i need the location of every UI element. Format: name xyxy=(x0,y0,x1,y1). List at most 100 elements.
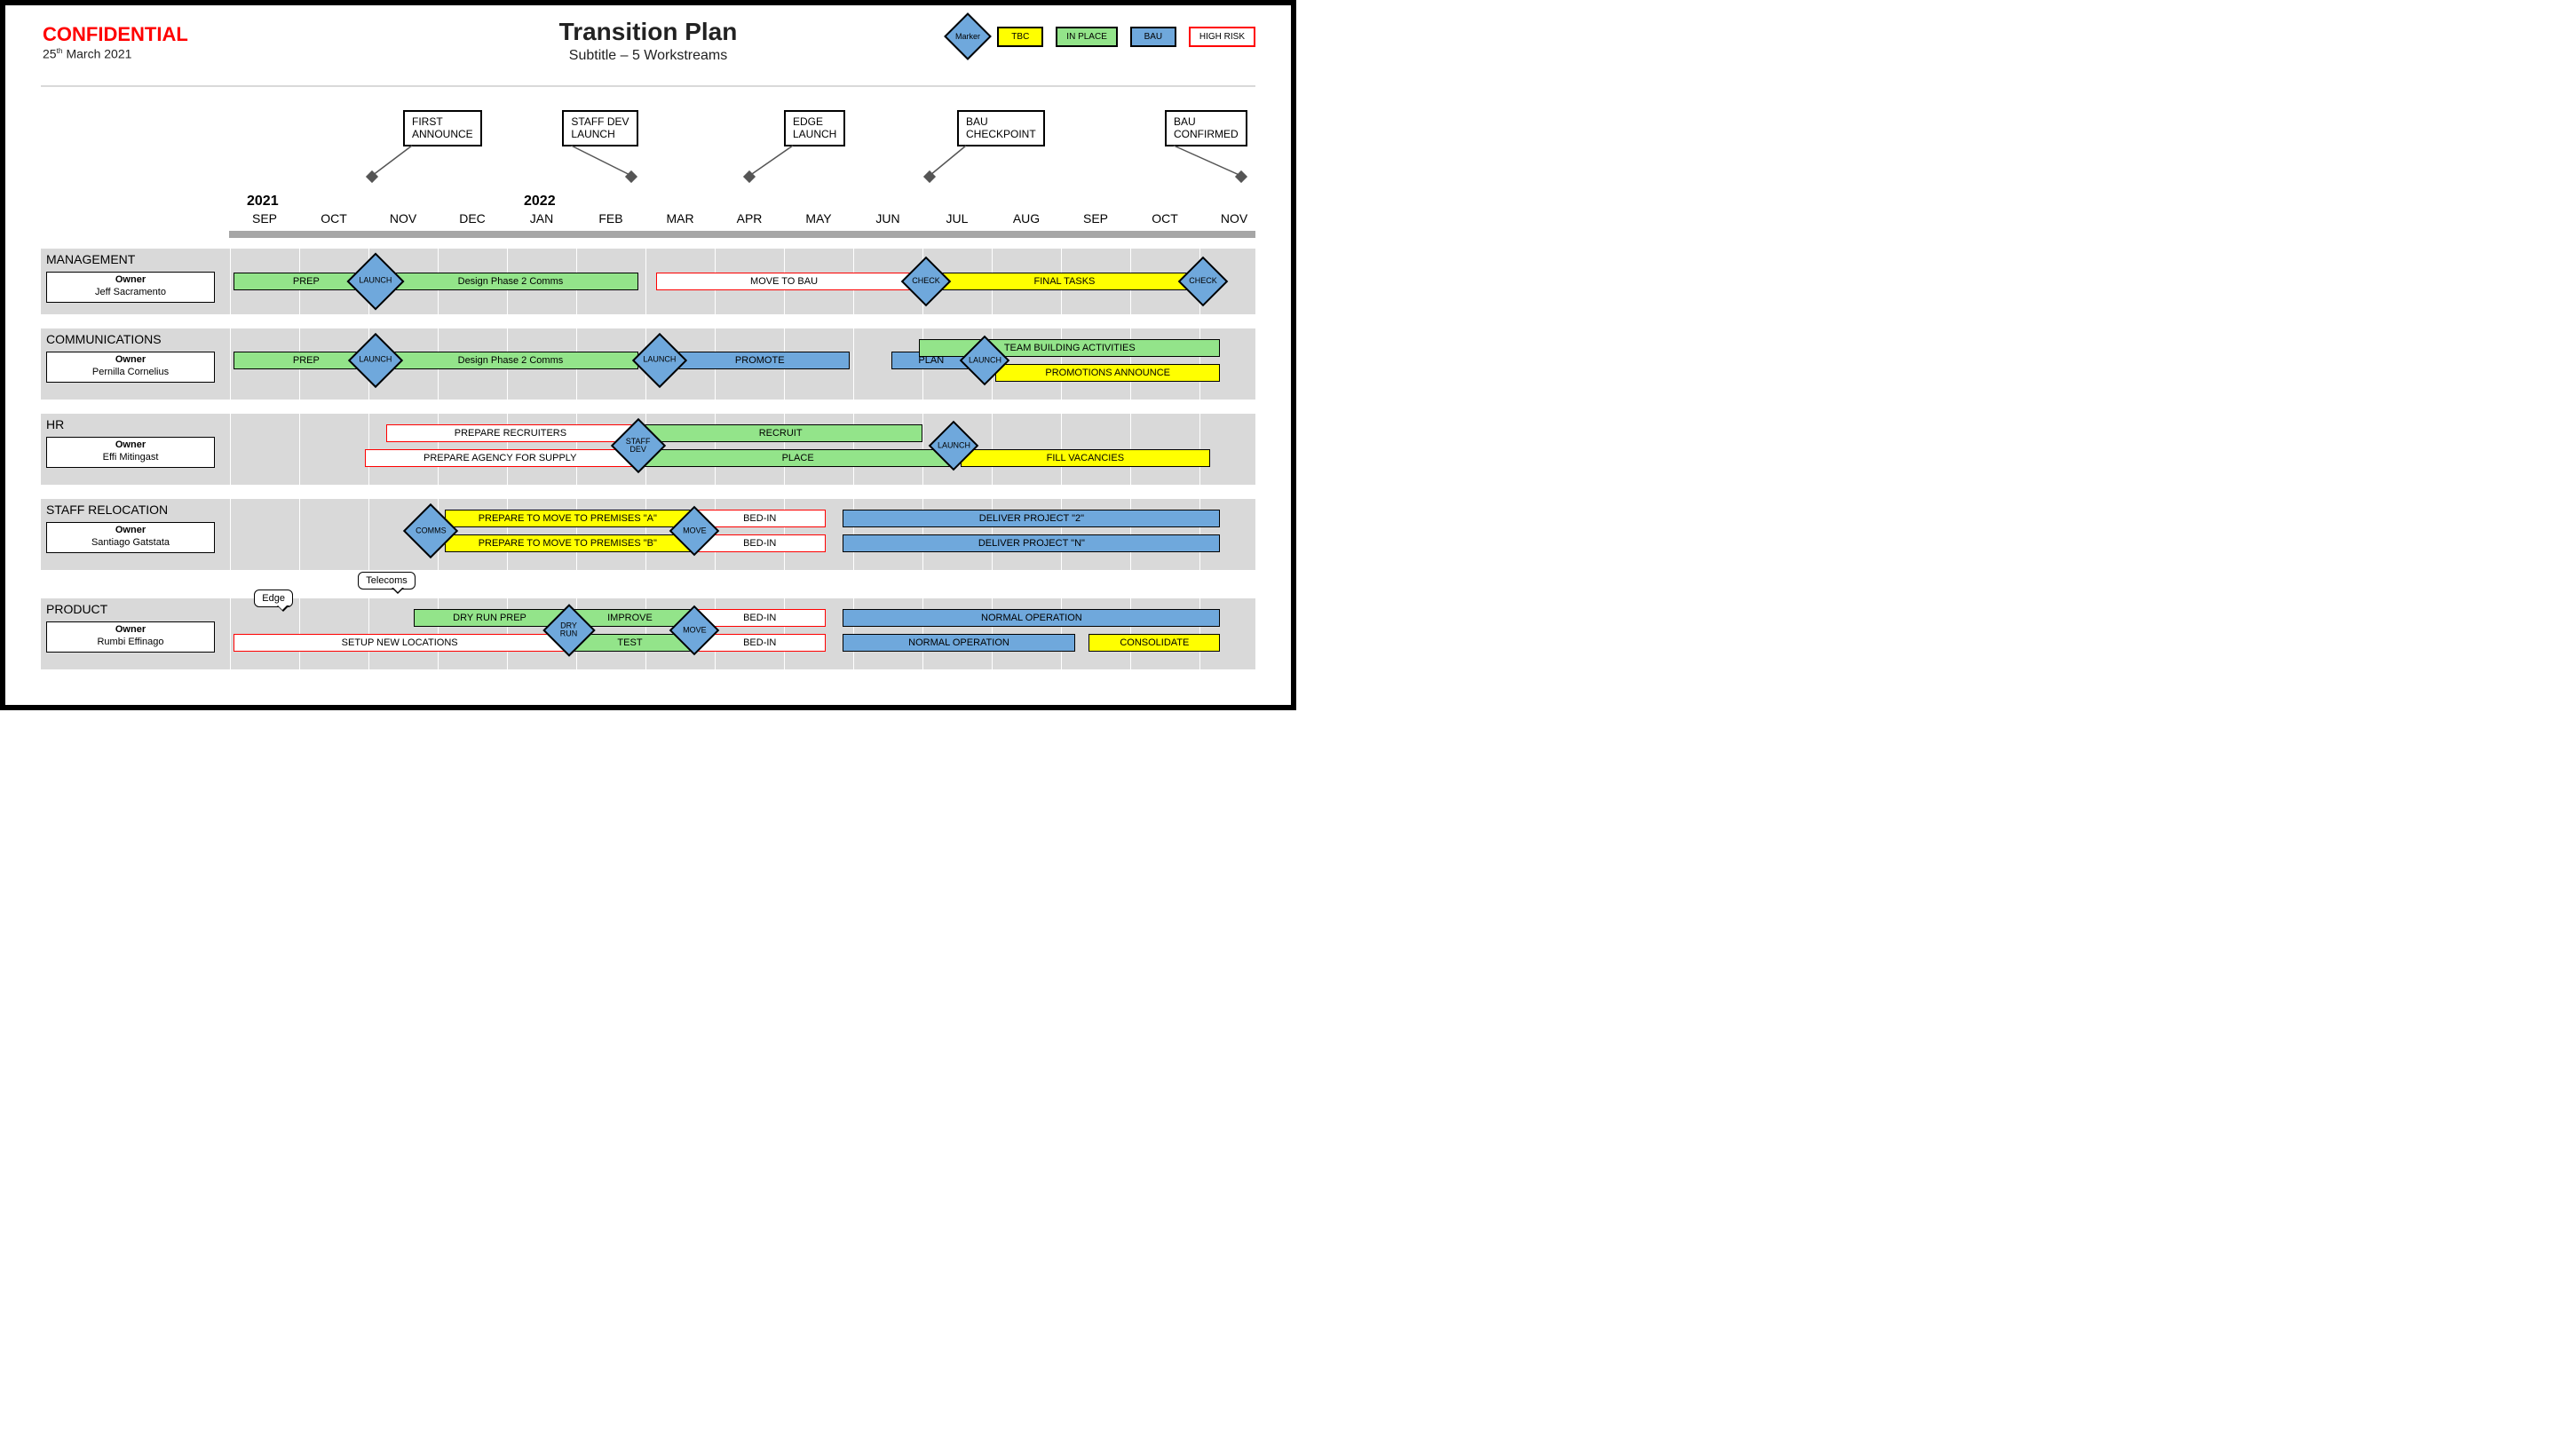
timeline-area: FIRST ANNOUNCESTAFF DEV LAUNCHEDGE LAUNC… xyxy=(229,94,1255,696)
gantt-bar: FINAL TASKS xyxy=(937,273,1193,290)
diamond-label: MOVE xyxy=(682,626,706,634)
gantt-bar: DRY RUN PREP xyxy=(414,609,566,627)
callout-line xyxy=(229,94,1255,183)
annotation-bubble: Telecoms xyxy=(358,572,415,590)
gantt-bar: PREPARE RECRUITERS xyxy=(386,424,636,442)
gridline xyxy=(230,499,231,570)
diamond-label: LAUNCH xyxy=(359,277,392,285)
gantt-bar: DELIVER PROJECT "2" xyxy=(843,510,1220,527)
month-label: OCT xyxy=(321,211,347,226)
month-axis: SEPOCTNOVDECJANFEBMARAPRMAYJUNJULAUGSEPO… xyxy=(229,211,1255,231)
chart-area: FIRST ANNOUNCESTAFF DEV LAUNCHEDGE LAUNC… xyxy=(41,94,1255,696)
workstream-title: MANAGEMENT xyxy=(46,252,135,266)
diamond-label: STAFF DEV xyxy=(626,438,651,455)
month-label: JUL xyxy=(946,211,969,226)
month-label: SEP xyxy=(252,211,277,226)
diamond-label: LAUNCH xyxy=(969,356,1001,364)
owner-box: OwnerPernilla Cornelius xyxy=(46,352,215,383)
callout-dot xyxy=(923,170,936,183)
workstream-title: PRODUCT xyxy=(46,602,107,616)
callout-line xyxy=(229,94,1255,183)
gantt-bar: Design Phase 2 Comms xyxy=(383,352,639,369)
owner-box: OwnerRumbi Effinago xyxy=(46,621,215,653)
workstream-row: HROwnerEffi MitingastPREPARE RECRUITERSR… xyxy=(41,414,1255,485)
owner-box: OwnerEffi Mitingast xyxy=(46,437,215,468)
gantt-bar: RECRUIT xyxy=(638,424,922,442)
milestone-diamond: LAUNCH xyxy=(632,333,687,388)
gridline xyxy=(853,328,854,400)
diamond-label: DRY RUN xyxy=(561,622,579,639)
legend-marker-diamond: Marker xyxy=(944,12,992,60)
gridline xyxy=(299,499,300,570)
diamond-label: LAUNCH xyxy=(643,356,676,364)
diamond-label: LAUNCH xyxy=(359,356,392,364)
legend-bau: BAU xyxy=(1130,27,1176,47)
annotation-bubble: Edge xyxy=(254,590,293,607)
owner-label: Owner xyxy=(47,525,214,537)
legend-inplace: IN PLACE xyxy=(1056,27,1118,47)
gantt-bar: Design Phase 2 Comms xyxy=(383,273,639,290)
gantt-bar: PROMOTE xyxy=(669,352,850,369)
callout-dot xyxy=(1235,170,1247,183)
gantt-bar: BED-IN xyxy=(694,634,826,652)
owner-name: Rumbi Effinago xyxy=(47,637,214,649)
owner-label: Owner xyxy=(47,439,214,452)
callout-dot xyxy=(743,170,756,183)
callout-line xyxy=(229,94,1255,183)
page: CONFIDENTIAL 25th March 2021 Transition … xyxy=(0,0,1296,710)
diamond-label: MOVE xyxy=(682,526,706,534)
month-label: NOV xyxy=(390,211,416,226)
year-label: 2022 xyxy=(524,194,556,210)
diamond-label: CHECK xyxy=(912,277,940,285)
owner-name: Pernilla Cornelius xyxy=(47,367,214,379)
gantt-bar: SETUP NEW LOCATIONS xyxy=(234,634,566,652)
month-label: SEP xyxy=(1083,211,1108,226)
gantt-bar: PREPARE TO MOVE TO PREMISES "B" xyxy=(445,534,691,552)
legend: Marker TBC IN PLACE BAU HIGH RISK xyxy=(951,20,1255,53)
callout-dot xyxy=(625,170,637,183)
gantt-bar: PLACE xyxy=(638,449,957,467)
gantt-bar: PREPARE TO MOVE TO PREMISES "A" xyxy=(445,510,691,527)
milestone-diamond: CHECK xyxy=(1178,257,1229,307)
callout-line xyxy=(229,94,1255,183)
gantt-bar: PREPARE AGENCY FOR SUPPLY xyxy=(365,449,635,467)
callout-line xyxy=(229,94,1255,183)
owner-box: OwnerJeff Sacramento xyxy=(46,272,215,303)
gantt-bar: MOVE TO BAU xyxy=(656,273,913,290)
month-label: JAN xyxy=(530,211,553,226)
callout-box: FIRST ANNOUNCE xyxy=(403,110,482,146)
milestone-diamond: LAUNCH xyxy=(348,333,403,388)
workstream-row: COMMUNICATIONSOwnerPernilla CorneliusPRE… xyxy=(41,328,1255,400)
legend-highrisk: HIGH RISK xyxy=(1189,27,1255,47)
diamond-label: COMMS xyxy=(416,526,447,534)
workstream-row: PRODUCTOwnerRumbi EffinagoDRY RUN PREPIM… xyxy=(41,598,1255,669)
month-label: MAR xyxy=(666,211,693,226)
legend-tbc: TBC xyxy=(997,27,1043,47)
owner-box: OwnerSantiago Gatstata xyxy=(46,522,215,553)
month-label: MAY xyxy=(805,211,831,226)
gridline xyxy=(230,328,231,400)
year-label: 2021 xyxy=(247,194,279,210)
milestone-diamond: LAUNCH xyxy=(346,252,404,310)
gantt-bar: FILL VACANCIES xyxy=(961,449,1210,467)
workstream-title: STAFF RELOCATION xyxy=(46,502,168,517)
month-label: OCT xyxy=(1152,211,1178,226)
gantt-bar: DELIVER PROJECT "N" xyxy=(843,534,1220,552)
gridline xyxy=(299,414,300,485)
month-label: FEB xyxy=(598,211,622,226)
gantt-bar: CONSOLIDATE xyxy=(1089,634,1220,652)
gridline xyxy=(230,249,231,314)
month-label: NOV xyxy=(1221,211,1247,226)
gridline xyxy=(645,249,646,314)
gantt-bar: NORMAL OPERATION xyxy=(843,634,1074,652)
owner-label: Owner xyxy=(47,274,214,287)
header-divider xyxy=(41,85,1255,87)
callout-box: BAU CHECKPOINT xyxy=(957,110,1045,146)
month-label: APR xyxy=(737,211,763,226)
month-label: AUG xyxy=(1013,211,1040,226)
owner-name: Jeff Sacramento xyxy=(47,287,214,299)
gridline xyxy=(368,499,369,570)
diamond-label: CHECK xyxy=(1189,277,1217,285)
axis-bar xyxy=(229,231,1255,238)
month-label: DEC xyxy=(459,211,486,226)
